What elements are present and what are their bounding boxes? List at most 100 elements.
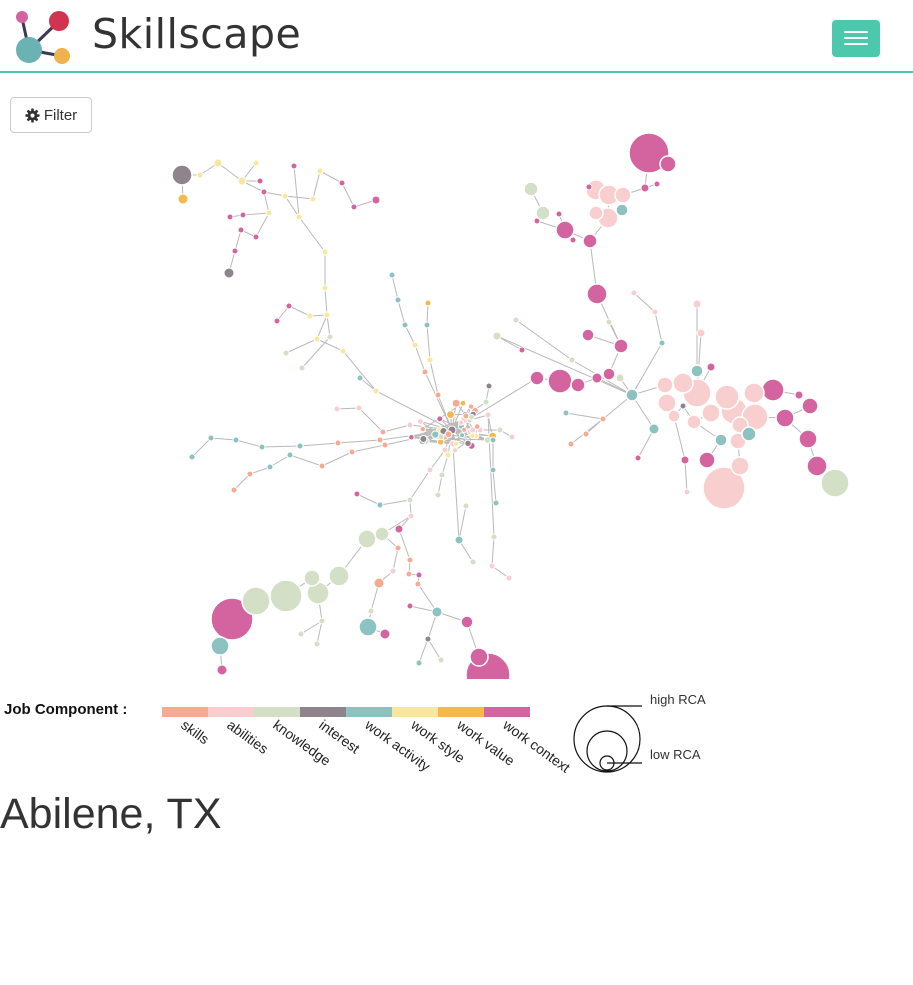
network-node[interactable] [680, 455, 690, 465]
network-node[interactable] [798, 429, 818, 449]
network-node[interactable] [316, 167, 324, 175]
network-node[interactable] [535, 205, 551, 221]
network-node[interactable] [424, 299, 432, 307]
network-node[interactable] [252, 159, 260, 167]
network-node[interactable] [338, 179, 346, 187]
network-node[interactable] [241, 586, 271, 616]
network-node[interactable] [296, 442, 304, 450]
network-node[interactable] [326, 333, 334, 341]
network-node[interactable] [451, 447, 459, 454]
network-node[interactable] [585, 183, 593, 191]
network-node[interactable] [239, 211, 247, 219]
network-node[interactable] [446, 410, 455, 419]
network-node[interactable] [348, 448, 356, 456]
network-node[interactable] [591, 372, 603, 384]
network-node[interactable] [625, 388, 639, 402]
network-node[interactable] [313, 335, 321, 343]
network-node[interactable] [492, 499, 500, 507]
network-node[interactable] [496, 426, 504, 434]
network-node[interactable] [490, 533, 498, 541]
network-node[interactable] [281, 192, 289, 200]
network-node[interactable] [323, 311, 331, 319]
network-node[interactable] [581, 328, 595, 342]
network-node[interactable] [290, 162, 298, 170]
network-node[interactable] [588, 205, 604, 221]
network-node[interactable] [651, 308, 659, 316]
network-node[interactable] [468, 413, 475, 421]
network-node[interactable] [213, 158, 223, 168]
network-node[interactable] [615, 203, 629, 217]
network-node[interactable] [444, 430, 453, 439]
network-node[interactable] [357, 529, 377, 549]
network-node[interactable] [730, 456, 750, 476]
network-node[interactable] [701, 403, 721, 423]
network-node[interactable] [285, 302, 293, 310]
network-node[interactable] [394, 544, 402, 552]
network-node[interactable] [406, 421, 414, 429]
network-node[interactable] [373, 577, 385, 589]
network-node[interactable] [266, 463, 274, 471]
network-node[interactable] [177, 193, 189, 205]
network-node[interactable] [438, 471, 446, 479]
network-node[interactable] [640, 183, 650, 193]
network-node[interactable] [376, 436, 384, 444]
network-node[interactable] [286, 451, 294, 459]
network-node[interactable] [599, 415, 607, 423]
network-node[interactable] [794, 390, 804, 400]
network-node[interactable] [714, 433, 728, 447]
network-node[interactable] [462, 502, 470, 510]
network-node[interactable] [367, 607, 375, 615]
network-node[interactable] [696, 328, 706, 338]
network-node[interactable] [801, 397, 819, 415]
network-node[interactable] [761, 378, 785, 402]
network-node[interactable] [419, 425, 426, 433]
network-node[interactable] [615, 373, 625, 383]
network-node[interactable] [686, 414, 702, 430]
network-node[interactable] [454, 535, 464, 545]
network-node[interactable] [423, 321, 431, 329]
network-node[interactable] [467, 403, 475, 410]
network-node[interactable] [381, 441, 389, 449]
network-node[interactable] [630, 289, 638, 297]
brand-title[interactable]: Skillscape [92, 10, 302, 58]
network-node[interactable] [582, 430, 590, 438]
network-node[interactable] [379, 628, 391, 640]
network-node[interactable] [355, 404, 363, 412]
network-node[interactable] [469, 432, 476, 439]
network-node[interactable] [613, 338, 629, 354]
network-node[interactable] [356, 374, 364, 382]
network-node[interactable] [459, 432, 466, 439]
network-node[interactable] [451, 398, 461, 408]
network-node[interactable] [230, 486, 238, 494]
network-node[interactable] [415, 659, 423, 667]
network-node[interactable] [706, 362, 716, 372]
network-node[interactable] [434, 391, 442, 399]
network-node[interactable] [634, 454, 642, 462]
network-node[interactable] [321, 248, 329, 256]
network-node[interactable] [295, 213, 303, 221]
network-node[interactable] [408, 433, 415, 441]
network-node[interactable] [406, 496, 414, 504]
network-node[interactable] [188, 453, 196, 461]
network-node[interactable] [648, 423, 660, 435]
network-node[interactable] [405, 570, 413, 578]
network-node[interactable] [372, 387, 380, 395]
network-node[interactable] [437, 656, 445, 664]
network-node[interactable] [570, 377, 586, 393]
network-node[interactable] [437, 433, 445, 441]
network-node[interactable] [586, 283, 608, 305]
skillscape-logo[interactable] [12, 8, 74, 68]
network-node[interactable] [464, 439, 472, 448]
network-node[interactable] [207, 434, 215, 442]
network-nodes[interactable] [171, 132, 850, 690]
network-node[interactable] [376, 501, 384, 509]
network-node[interactable] [489, 466, 497, 474]
network-node[interactable] [394, 296, 402, 304]
network-node[interactable] [743, 382, 765, 404]
network-node[interactable] [659, 155, 677, 173]
network-node[interactable] [614, 186, 632, 204]
network-node[interactable] [484, 411, 492, 419]
network-node[interactable] [303, 569, 321, 587]
network-node[interactable] [488, 562, 496, 570]
network-node[interactable] [237, 176, 247, 186]
